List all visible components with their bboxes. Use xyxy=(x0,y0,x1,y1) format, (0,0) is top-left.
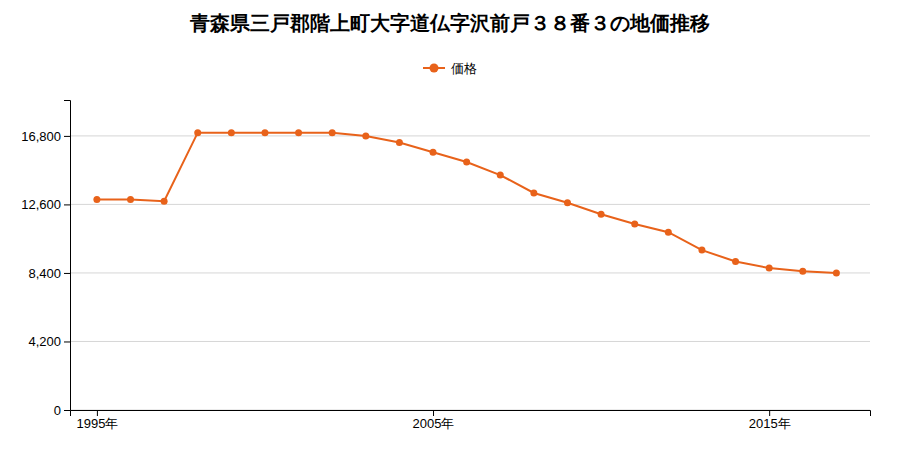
x-tick-mark xyxy=(769,410,770,416)
y-tick-mark xyxy=(64,273,70,274)
point xyxy=(329,129,336,136)
point xyxy=(93,196,100,203)
point xyxy=(463,159,470,166)
point xyxy=(833,269,840,276)
point xyxy=(631,221,638,228)
point xyxy=(194,129,201,136)
x-tick-label: 2015年 xyxy=(749,416,791,431)
x-tick: 2005年 xyxy=(413,410,455,431)
x-tick-label: 1995年 xyxy=(76,416,118,431)
point xyxy=(430,149,437,156)
point xyxy=(598,211,605,218)
chart: 青森県三戸郡階上町大字道仏字沢前戸３８番３の地価推移 1995年 2005年 2015… xyxy=(0,0,900,450)
x-axis-line xyxy=(71,411,871,417)
point xyxy=(362,132,369,139)
legend: 価格 xyxy=(423,61,477,76)
point xyxy=(261,129,268,136)
y-tick-mark xyxy=(64,410,70,411)
x-axis: 1995年 2005年 2015年 xyxy=(71,410,871,431)
point xyxy=(530,190,537,197)
grid-line xyxy=(70,341,870,342)
line xyxy=(97,133,836,273)
point xyxy=(564,199,571,206)
grid-line xyxy=(70,135,870,136)
point xyxy=(228,129,235,136)
y-tick: 4,200 xyxy=(28,334,70,349)
x-tick: 2015年 xyxy=(749,410,791,431)
grid-line xyxy=(70,272,870,273)
point xyxy=(295,129,302,136)
point xyxy=(127,196,134,203)
point xyxy=(799,268,806,275)
point xyxy=(396,139,403,146)
x-tick: 1995年 xyxy=(76,410,118,431)
point xyxy=(161,198,168,205)
point xyxy=(766,265,773,272)
y-tick-label: 4,200 xyxy=(28,334,61,349)
point xyxy=(698,247,705,254)
y-axis: 0 4,200 8,400 12,600 16,800 xyxy=(21,101,70,418)
legend-item: 価格 xyxy=(423,61,477,76)
y-tick-mark xyxy=(64,341,70,342)
grid xyxy=(70,136,870,410)
y-tick-label: 0 xyxy=(54,403,61,418)
x-tick-label: 2005年 xyxy=(413,416,455,431)
y-tick-label: 8,400 xyxy=(28,266,61,281)
y-tick-label: 16,800 xyxy=(21,129,61,144)
marks xyxy=(93,129,839,276)
legend-marker xyxy=(430,64,439,73)
x-tick-mark xyxy=(97,410,98,416)
point xyxy=(497,172,504,179)
plot: 1995年 2005年 2015年 0 4,200 8,400 12,600 16,800 xyxy=(21,101,870,432)
legend-label: 価格 xyxy=(451,61,477,76)
y-tick: 8,400 xyxy=(28,266,70,281)
y-tick: 0 xyxy=(54,403,70,418)
y-axis-line xyxy=(64,101,71,411)
x-tick-mark xyxy=(433,410,434,416)
y-tick-mark xyxy=(64,204,70,205)
y-tick-mark xyxy=(64,136,70,137)
point xyxy=(665,229,672,236)
grid-line xyxy=(70,204,870,205)
y-tick: 16,800 xyxy=(21,129,70,144)
y-tick: 12,600 xyxy=(21,197,70,212)
title: 青森県三戸郡階上町大字道仏字沢前戸３８番３の地価推移 xyxy=(189,11,710,35)
y-tick-label: 12,600 xyxy=(21,197,61,212)
point xyxy=(732,258,739,265)
